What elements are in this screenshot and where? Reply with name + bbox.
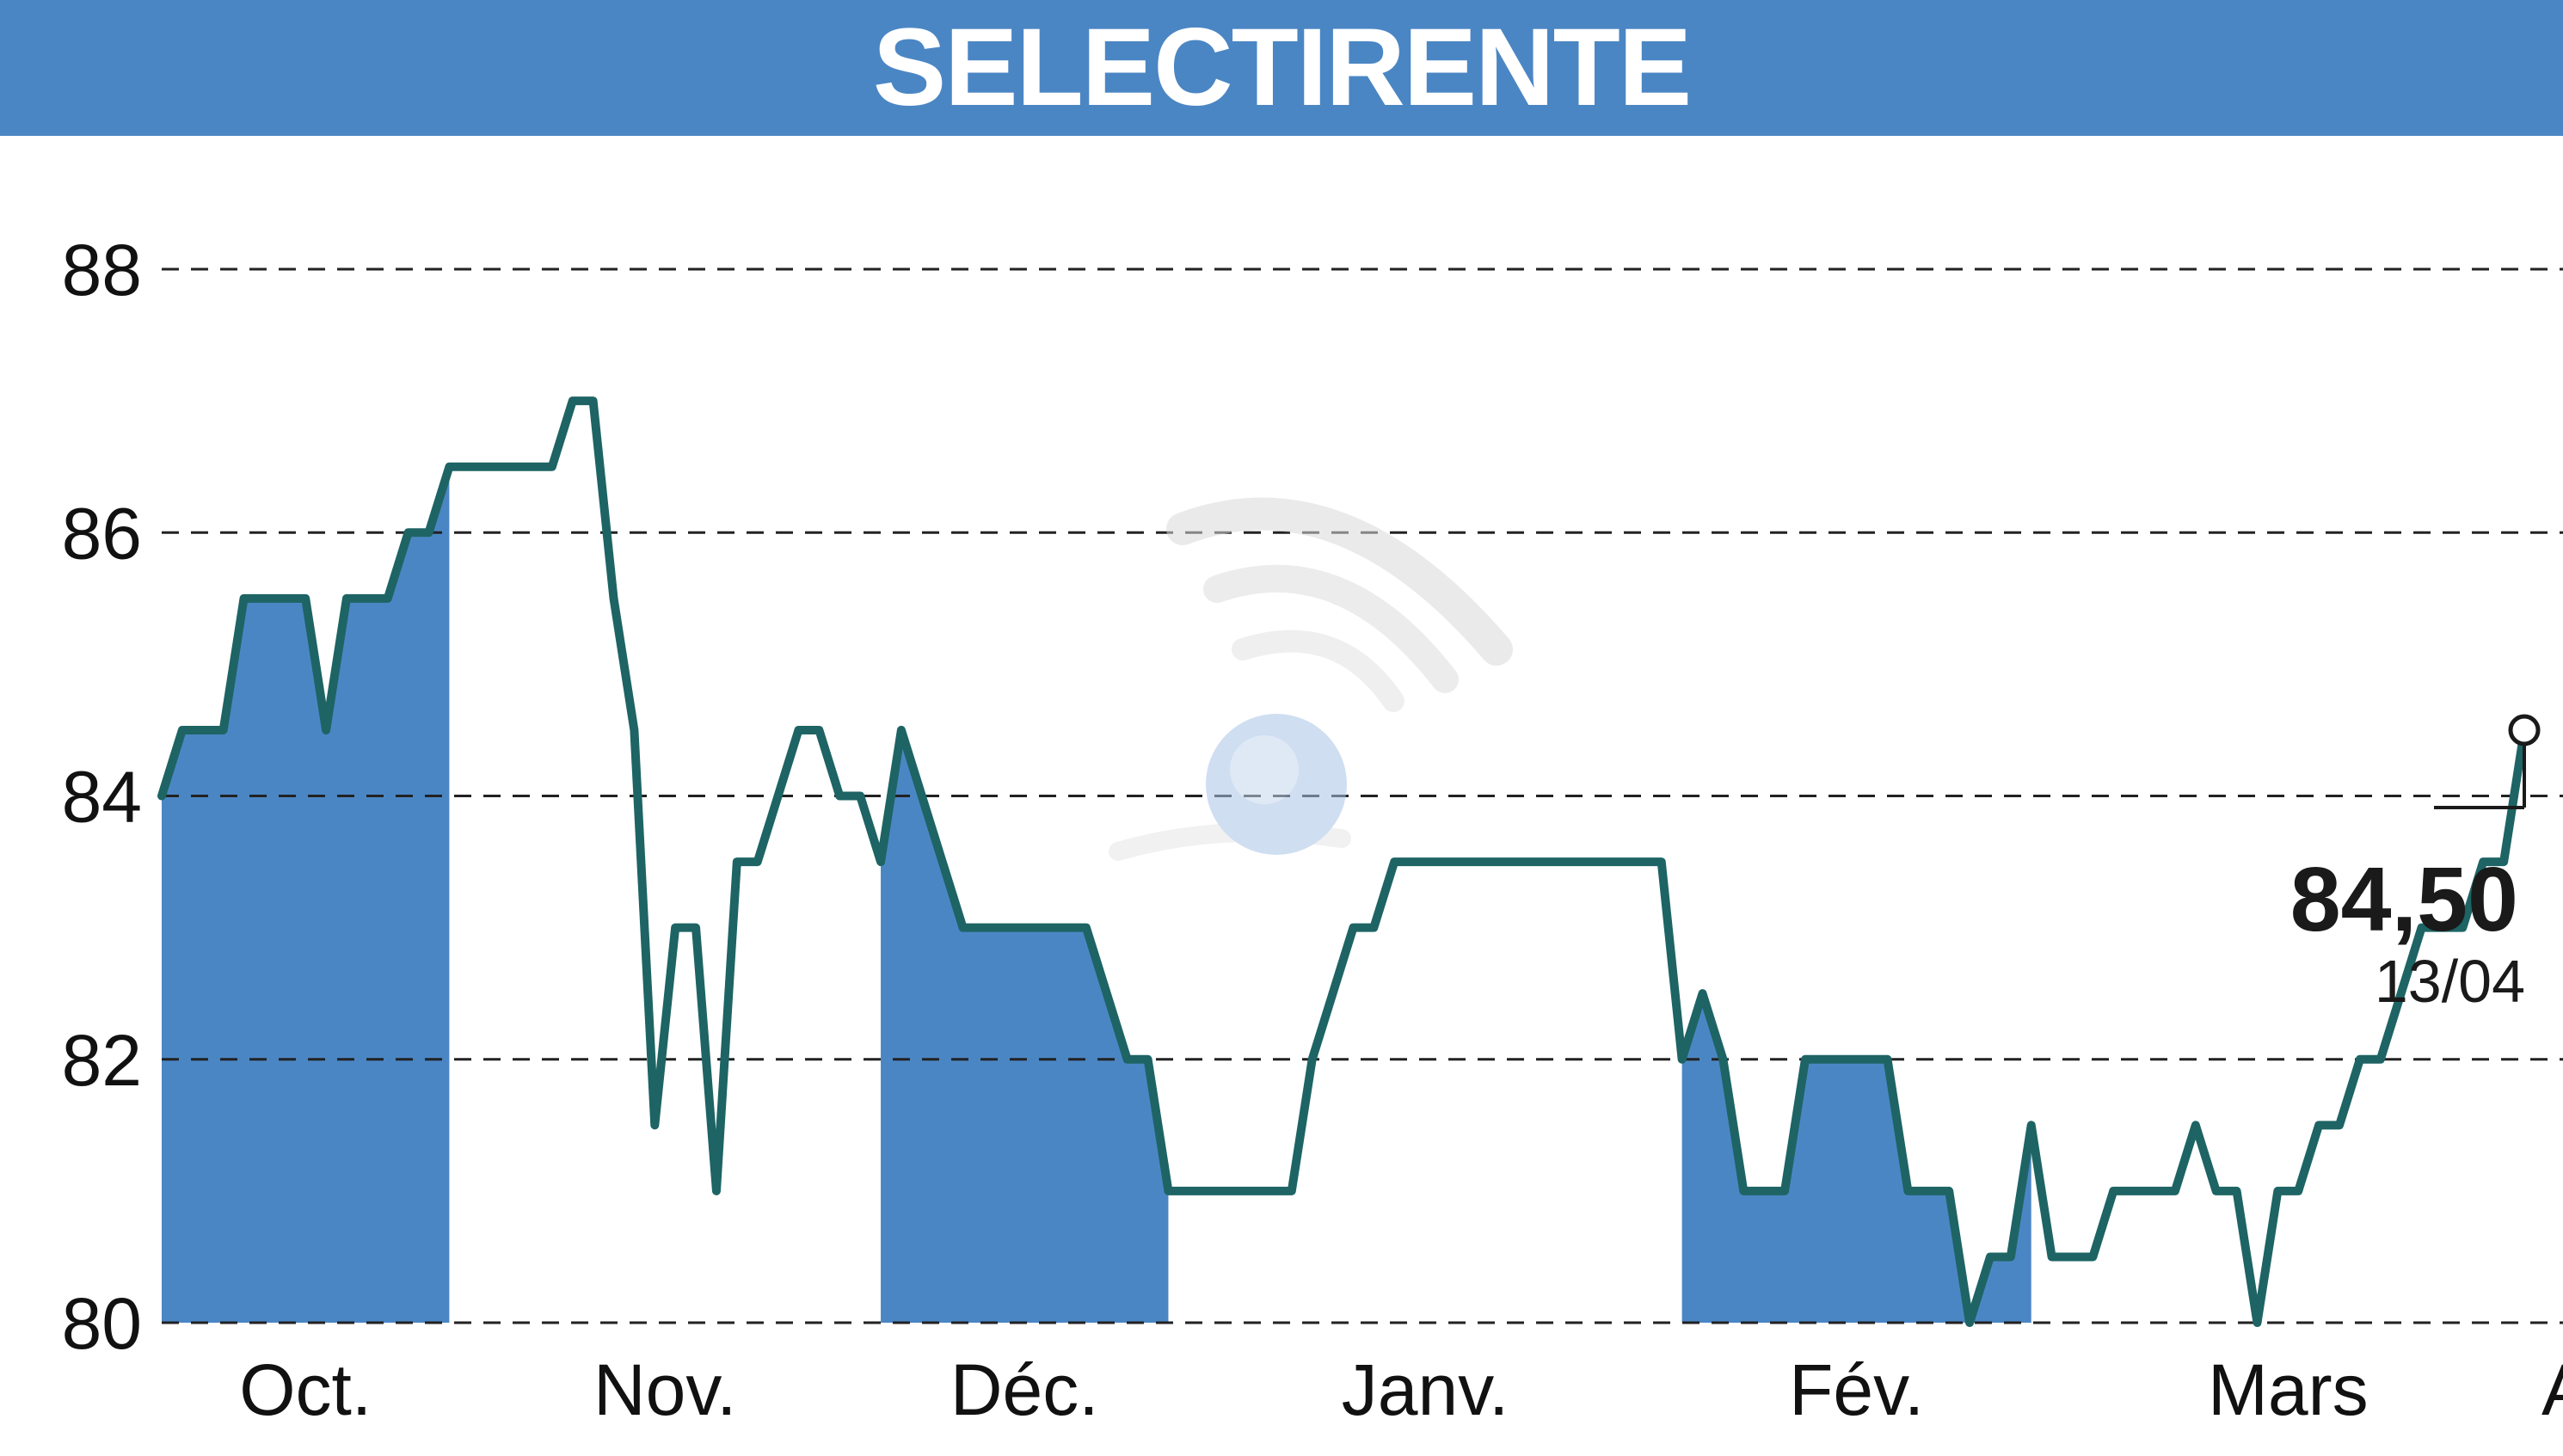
y-tick-label: 80 (62, 1283, 142, 1364)
x-tick-label: Fév. (1789, 1349, 1924, 1430)
gridlines (162, 267, 2563, 1324)
x-tick-label: Oct. (239, 1349, 372, 1430)
x-tick-label: Mars (2208, 1349, 2369, 1430)
x-tick-label: A. (2541, 1349, 2563, 1430)
y-tick-label: 86 (62, 493, 142, 574)
y-tick-label: 84 (62, 757, 142, 838)
last-price-marker (2434, 714, 2541, 809)
y-tick-label: 88 (62, 230, 142, 310)
y-tick-label: 82 (62, 1020, 142, 1101)
y-axis-ticks: 80 82 84 86 88 (62, 230, 142, 1364)
month-band-2 (881, 729, 1169, 1323)
x-tick-label: Déc. (950, 1349, 1099, 1430)
x-tick-label: Janv. (1342, 1349, 1509, 1430)
price-line (157, 396, 2529, 1327)
x-tick-label: Nov. (593, 1349, 736, 1430)
last-price-label: 84,50 (2290, 849, 2518, 950)
header-bar (0, 0, 2563, 136)
month-band-3 (1681, 993, 2031, 1323)
chart-title: SELECTIRENTE (872, 6, 1692, 129)
last-price-dot (2508, 714, 2541, 746)
last-date-label: 13/04 (2375, 948, 2525, 1015)
x-axis-ticks: Oct. Nov. Déc. Janv. Fév. Mars A. (239, 1349, 2563, 1430)
watermark-logo (1109, 497, 1513, 861)
